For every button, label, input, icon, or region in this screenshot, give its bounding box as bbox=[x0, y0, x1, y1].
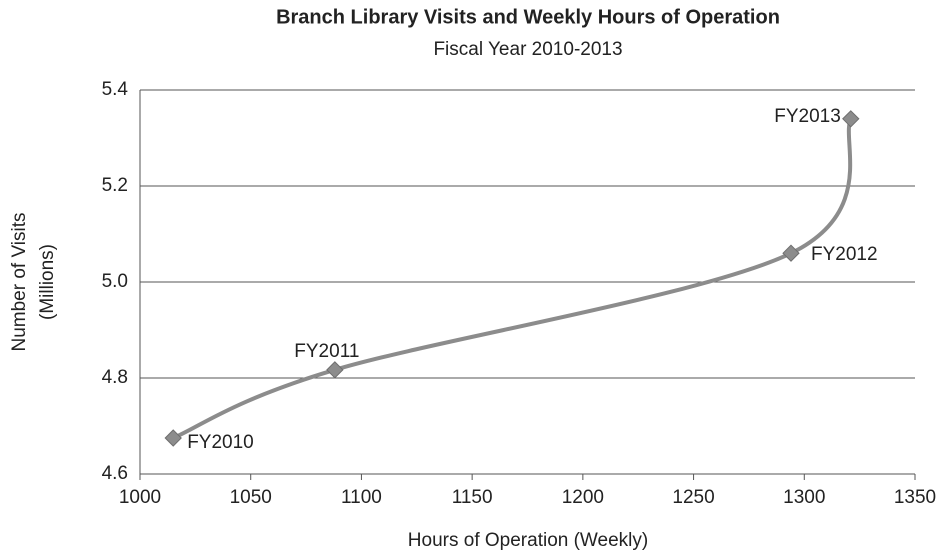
marker bbox=[782, 244, 800, 262]
marker bbox=[326, 361, 344, 379]
point-label: FY2010 bbox=[187, 432, 254, 453]
point-label: FY2013 bbox=[774, 106, 841, 127]
x-axis-label: Hours of Operation (Weekly) bbox=[408, 530, 648, 551]
series-line bbox=[172, 117, 853, 440]
y-tick-label: 4.8 bbox=[102, 367, 128, 388]
x-tick-label: 1250 bbox=[672, 487, 714, 508]
marker bbox=[842, 110, 860, 128]
x-tick-label: 1150 bbox=[452, 487, 493, 508]
y-axis-label: Number of Visits bbox=[9, 212, 30, 351]
chart-title: Branch Library Visits and Weekly Hours o… bbox=[276, 6, 780, 28]
x-tick-label: 1100 bbox=[341, 487, 382, 508]
point-label: FY2011 bbox=[294, 341, 359, 362]
y-tick-label: 5.4 bbox=[102, 79, 129, 100]
marker bbox=[164, 429, 182, 447]
x-tick-label: 1050 bbox=[230, 487, 272, 508]
y-axis-label: (Millions) bbox=[37, 244, 58, 320]
point-label: FY2012 bbox=[811, 244, 878, 265]
x-tick-label: 1300 bbox=[783, 487, 825, 508]
x-tick-label: 1350 bbox=[894, 487, 936, 508]
x-tick-label: 1000 bbox=[119, 487, 161, 508]
y-tick-label: 5.0 bbox=[102, 271, 128, 292]
x-tick-label: 1200 bbox=[562, 487, 604, 508]
y-tick-label: 4.6 bbox=[102, 463, 128, 484]
chart-subtitle: Fiscal Year 2010-2013 bbox=[433, 39, 622, 60]
y-tick-label: 5.2 bbox=[102, 175, 128, 196]
